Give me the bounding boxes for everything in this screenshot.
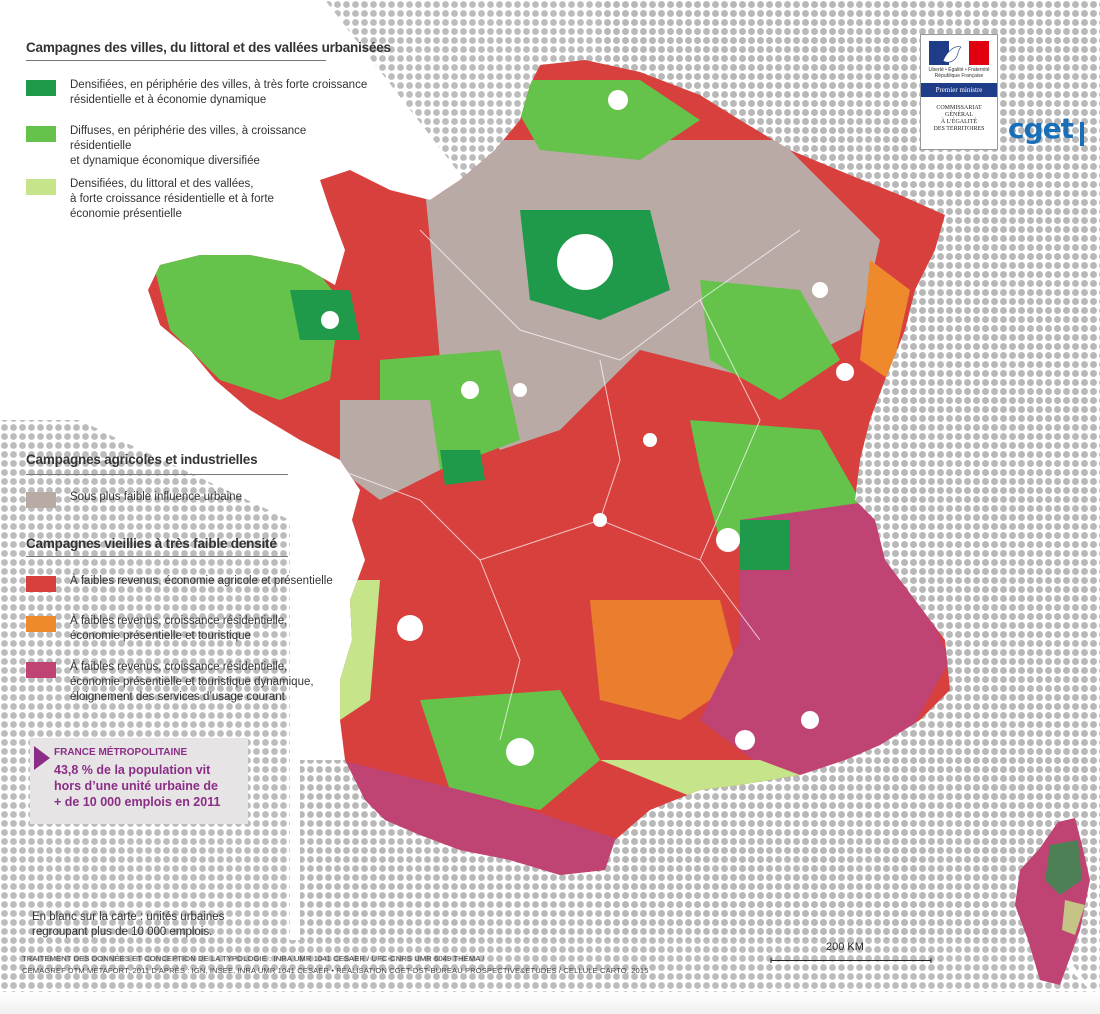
scale-label: 200 KM [826,941,864,953]
legend-item-densified-periphery: Densifiées, en périphérie des villes, à … [26,78,370,108]
legend-swatch [26,80,56,96]
source-credits: TRAITEMENT DES DONNÉES ET CONCEPTION DE … [22,954,649,975]
legend-item-coastal-valleys: Densifiées, du littoral et des vallées, … [26,177,370,222]
logos: Liberté • Égalité • Fraternité Républiqu… [920,34,1096,154]
legend-label: Densifiées, en périphérie des villes, à … [70,79,368,106]
mainland-france [148,60,950,875]
cget-agency-name: COMMISSARIAT GÉNÉRAL À L’ÉGALITÉ DES TER… [933,105,985,132]
legend-label: À faibles revenus, croissance résidentie… [70,661,314,703]
corsica [1015,818,1090,985]
legend-swatch [26,179,56,195]
urban-units-note: En blanc sur la carte : unités urbaines … [32,911,225,938]
cget-logo-bar [1080,122,1084,146]
legend-swatch [26,492,56,508]
legend-swatch [26,662,56,678]
legend-item-tourism-economy: À faibles revenus, croissance résidentie… [26,614,370,644]
republique-francaise-logo: Liberté • Égalité • Fraternité Républiqu… [920,34,998,150]
cget-logo: cget [1008,112,1074,145]
premier-ministre-band: Premier ministre [921,83,997,97]
legend-swatch [26,616,56,632]
legend-item-low-urban-influence: Sous plus faible influence urbaine [26,490,370,508]
triangle-icon [34,746,50,770]
legend-swatch [26,126,56,142]
legend-label: À faibles revenus, croissance résidentie… [70,615,288,642]
legend-label: À faibles revenus, économie agricole et … [70,575,333,587]
marianne-flag-icon [929,41,989,65]
divider [26,60,326,61]
scale-bar [770,958,932,963]
divider [26,556,288,557]
divider [26,474,288,475]
callout-heading: FRANCE MÉTROPOLITAINE [54,747,188,758]
legend-item-agricultural-economy: À faibles revenus, économie agricole et … [26,574,370,592]
legend-label: Sous plus faible influence urbaine [70,491,242,503]
legend-swatch [26,576,56,592]
rf-motto: Liberté • Égalité • Fraternité Républiqu… [928,67,990,79]
callout-body: 43,8 % de la population vit hors d’une u… [54,763,221,809]
legend-title-urban-rural: Campagnes des villes, du littoral et des… [26,40,391,55]
legend-item-diffuse-periphery: Diffuses, en périphérie des villes, à cr… [26,124,370,169]
page-bottom-shadow [0,992,1100,1014]
legend-label: Densifiées, du littoral et des vallées, … [70,178,274,220]
legend-title-aging-low-density: Campagnes vieillies à très faible densit… [26,536,277,551]
legend-item-dynamic-tourism-remote: À faibles revenus, croissance résidentie… [26,660,370,705]
legend-label: Diffuses, en périphérie des villes, à cr… [70,125,307,167]
legend-title-agricultural: Campagnes agricoles et industrielles [26,452,258,467]
population-callout: FRANCE MÉTROPOLITAINE 43,8 % de la popul… [30,738,248,824]
